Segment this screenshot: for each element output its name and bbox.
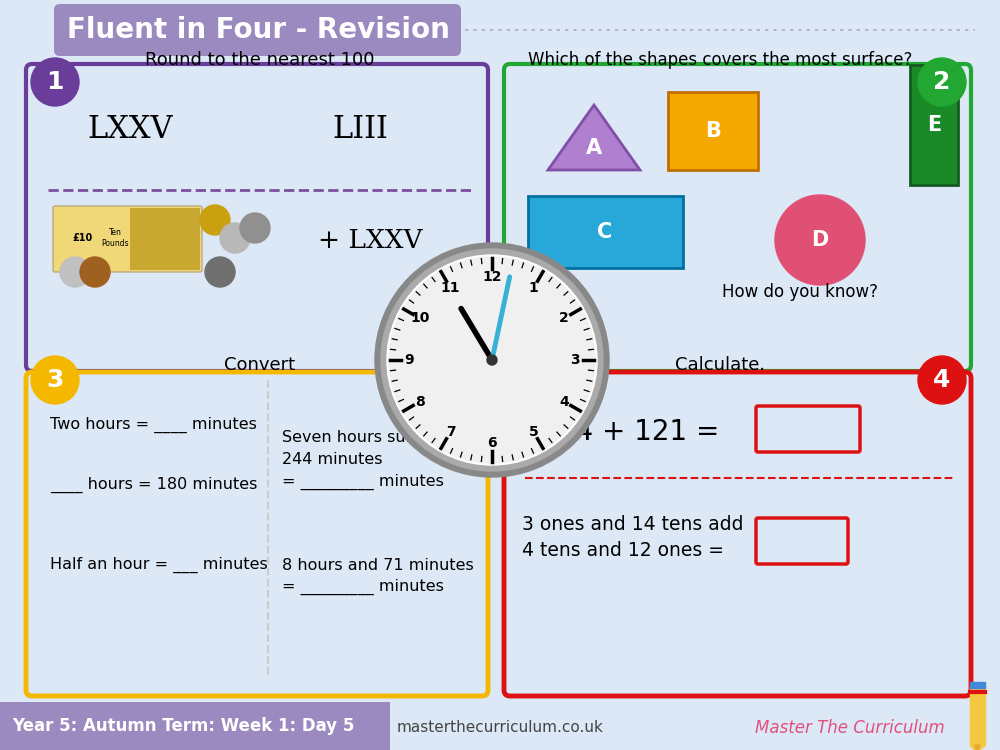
Text: 4: 4 [559, 394, 569, 409]
FancyBboxPatch shape [504, 64, 971, 371]
Circle shape [918, 58, 966, 106]
Text: Seven hours subtract: Seven hours subtract [282, 430, 454, 445]
Text: Year 5: Autumn Term: Week 1: Day 5: Year 5: Autumn Term: Week 1: Day 5 [12, 717, 354, 735]
Text: = _________ minutes: = _________ minutes [282, 579, 444, 595]
Text: How do you know?: How do you know? [722, 283, 878, 301]
Circle shape [487, 355, 497, 365]
Text: C: C [597, 222, 613, 242]
Text: Master The Curriculum: Master The Curriculum [755, 719, 945, 737]
Text: A: A [586, 138, 602, 158]
Text: 10: 10 [410, 311, 430, 326]
Circle shape [775, 195, 865, 285]
Text: 304 + 121 =: 304 + 121 = [540, 418, 719, 446]
Text: 1: 1 [46, 70, 64, 94]
FancyBboxPatch shape [54, 4, 461, 56]
Text: 12: 12 [482, 270, 502, 284]
Circle shape [31, 356, 79, 404]
Text: 8 hours and 71 minutes: 8 hours and 71 minutes [282, 557, 474, 572]
Text: Round to the nearest 100: Round to the nearest 100 [145, 51, 375, 69]
Text: masterthecurriculum.co.uk: masterthecurriculum.co.uk [397, 721, 603, 736]
Circle shape [387, 255, 597, 465]
Text: 1: 1 [529, 281, 538, 295]
Text: 11: 11 [441, 281, 460, 295]
Text: = _________ minutes: = _________ minutes [282, 474, 444, 490]
Text: 4 tens and 12 ones =: 4 tens and 12 ones = [522, 541, 724, 560]
Text: 4: 4 [933, 368, 951, 392]
Text: 3: 3 [570, 353, 580, 367]
Text: Two hours = ____ minutes: Two hours = ____ minutes [50, 417, 257, 433]
Text: Calculate.: Calculate. [675, 356, 765, 374]
Text: E: E [927, 115, 941, 135]
Text: LIII: LIII [332, 115, 388, 146]
Circle shape [389, 257, 595, 463]
FancyBboxPatch shape [53, 206, 202, 272]
Text: 8: 8 [415, 394, 425, 409]
Circle shape [80, 257, 110, 287]
FancyBboxPatch shape [504, 372, 971, 696]
Text: Ten
Pounds: Ten Pounds [101, 228, 129, 248]
Text: LXXV: LXXV [87, 115, 173, 146]
FancyBboxPatch shape [668, 92, 758, 170]
Text: Half an hour = ___ minutes: Half an hour = ___ minutes [50, 557, 268, 573]
Text: £10: £10 [72, 233, 92, 243]
FancyBboxPatch shape [26, 372, 488, 696]
Text: B: B [705, 121, 721, 141]
Polygon shape [548, 105, 640, 170]
FancyBboxPatch shape [528, 196, 683, 268]
Polygon shape [970, 682, 985, 688]
FancyBboxPatch shape [26, 64, 488, 371]
FancyBboxPatch shape [756, 518, 848, 564]
Text: Which of the shapes covers the most surface?: Which of the shapes covers the most surf… [528, 51, 912, 69]
Circle shape [60, 257, 90, 287]
Circle shape [220, 223, 250, 253]
Text: D: D [811, 230, 829, 250]
Circle shape [31, 58, 79, 106]
FancyBboxPatch shape [0, 702, 390, 750]
Text: 9: 9 [404, 353, 414, 367]
Circle shape [375, 243, 609, 477]
Text: 3: 3 [46, 368, 64, 392]
Text: ____ hours = 180 minutes: ____ hours = 180 minutes [50, 477, 257, 493]
Polygon shape [975, 745, 980, 750]
Text: 2: 2 [559, 311, 569, 326]
Circle shape [240, 213, 270, 243]
Text: 6: 6 [487, 436, 497, 450]
Text: + LXXV: + LXXV [318, 227, 422, 253]
Polygon shape [970, 745, 985, 750]
Text: 5: 5 [529, 425, 538, 439]
FancyBboxPatch shape [756, 406, 860, 452]
Circle shape [205, 257, 235, 287]
FancyBboxPatch shape [130, 208, 200, 270]
Circle shape [200, 205, 230, 235]
Text: Convert: Convert [224, 356, 296, 374]
FancyBboxPatch shape [910, 65, 958, 185]
Circle shape [381, 249, 603, 471]
Text: 7: 7 [446, 425, 455, 439]
Text: 244 minutes: 244 minutes [282, 452, 382, 467]
Circle shape [918, 356, 966, 404]
Text: Fluent in Four - Revision: Fluent in Four - Revision [67, 16, 449, 44]
Polygon shape [970, 685, 985, 745]
Text: 2: 2 [933, 70, 951, 94]
Text: 3 ones and 14 tens add: 3 ones and 14 tens add [522, 515, 744, 535]
